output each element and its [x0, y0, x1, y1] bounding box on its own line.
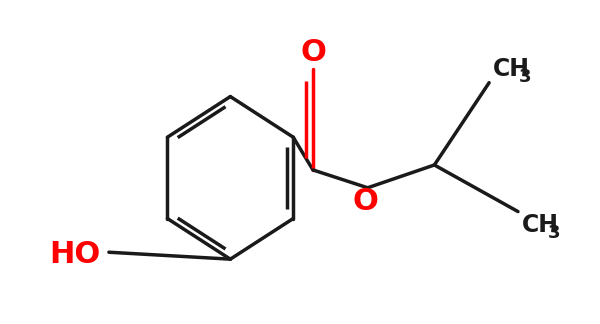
Text: HO: HO [50, 240, 101, 269]
Text: CH: CH [493, 57, 530, 81]
Text: O: O [353, 187, 379, 216]
Text: 3: 3 [548, 225, 560, 242]
Text: CH: CH [522, 214, 559, 237]
Text: O: O [300, 39, 326, 67]
Text: 3: 3 [519, 68, 532, 86]
